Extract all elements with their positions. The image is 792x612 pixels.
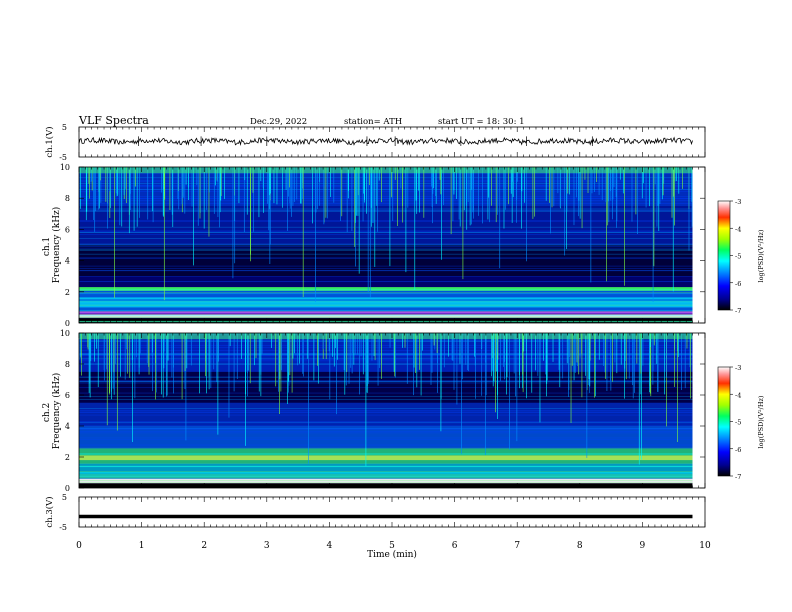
frequency-band: [79, 478, 693, 484]
y-tick-label: 10: [60, 329, 70, 338]
colorbar-tick-label: -7: [735, 307, 741, 315]
ch3-waveform-panel: 5 -5 ch.3(V): [44, 493, 706, 532]
colorbar-tick-label: -4: [735, 391, 741, 399]
ch1-colorbar-label: log(PSD)(V²/Hz): [757, 229, 765, 282]
ch3-ytick-top: 5: [62, 493, 67, 502]
ch1-spectrogram-ytick-labels: 0 2 4 6 8 10: [60, 163, 70, 328]
colorbar-tick-label: -6: [735, 280, 741, 288]
colorbar-tick-label: -4: [735, 225, 741, 233]
frequency-band: [79, 426, 693, 448]
ch1-spectrogram-image: [79, 167, 705, 323]
colorbar-tick-label: -5: [735, 419, 741, 427]
frequency-band: [79, 311, 693, 314]
ch1-waveform-panel: 5 -5 ch.1(V): [44, 123, 706, 162]
y-tick-label: 6: [65, 225, 70, 234]
x-tick-label: 4: [327, 541, 333, 551]
x-tick-label: 1: [139, 541, 145, 551]
ch2-spectrogram-ylabel-line2: Frequency (kHz): [51, 373, 62, 450]
y-tick-label: 8: [65, 194, 70, 203]
ch3-ytick-bottom: -5: [59, 523, 67, 532]
ch2-spectrogram-panel: 0 2 4 6 8 10 ch.2 Frequency (kHz): [42, 329, 706, 493]
date-label: Dec.29, 2022: [250, 117, 307, 127]
figure-title: VLF Spectra: [78, 114, 149, 127]
ch2-spectrogram-ylabel-line1: ch.2: [42, 403, 52, 422]
x-tick-label: 9: [640, 541, 646, 551]
y-tick-label: 6: [65, 391, 70, 400]
colorbar-tick-label: -3: [735, 364, 741, 372]
ch1-colorbar-gradient: [717, 200, 731, 311]
frequency-band: [79, 455, 693, 461]
x-tick-label: 5: [389, 541, 395, 551]
ch2-colorbar: -3 -4 -5 -6 -7 log(PSD)(V²/Hz): [717, 364, 765, 481]
station-label: station= ATH: [344, 117, 402, 127]
colorbar-tick-label: -7: [735, 473, 741, 481]
x-axis-tick-labels: 0 1 2 3 4 5 6 7 8 9 10: [76, 541, 711, 551]
ch2-colorbar-label: log(PSD)(V²/Hz): [757, 395, 765, 448]
x-tick-label: 8: [577, 541, 583, 551]
x-axis-label: Time (min): [367, 549, 417, 560]
x-tick-label: 3: [264, 541, 270, 551]
frequency-band: [79, 371, 693, 403]
top-band: [79, 333, 693, 340]
top-band: [79, 167, 693, 174]
y-tick-label: 10: [60, 163, 70, 172]
ch1-spectrogram-panel: 0 2 4 6 8 10 ch.1 Frequency (kHz): [42, 163, 706, 328]
ch1-spectrogram-ylabel-line1: ch.1: [42, 237, 52, 256]
ch1-colorbar-ticks: -3 -4 -5 -6 -7: [730, 198, 741, 315]
colorbar-tick-label: -3: [735, 198, 741, 206]
x-tick-label: 7: [514, 541, 520, 551]
y-tick-label: 0: [65, 319, 70, 328]
y-tick-label: 4: [65, 422, 70, 431]
ch3-waveform-ylabel: ch.3(V): [44, 496, 55, 527]
y-tick-label: 0: [65, 484, 70, 493]
ch2-spectrogram-image: [79, 333, 705, 488]
ch2-spectrogram-ticks: [78, 332, 706, 489]
colorbar-tick-label: -6: [735, 446, 741, 454]
ch1-waveform-line: [78, 136, 693, 146]
y-tick-label: 4: [65, 257, 70, 266]
ch1-waveform-ylabel: ch.1(V): [44, 126, 55, 157]
y-tick-label: 8: [65, 360, 70, 369]
ch1-spectrogram-ticks: [78, 166, 706, 324]
ch1-ytick-top: 5: [62, 123, 67, 132]
ch2-colorbar-gradient: [717, 366, 731, 477]
ch1-spectrogram-ylabel-line2: Frequency (kHz): [51, 207, 62, 284]
x-tick-label: 6: [452, 541, 458, 551]
ch1-waveform-ticks: [78, 127, 706, 157]
x-tick-label: 10: [699, 541, 711, 551]
ch2-spectrogram-ytick-labels: 0 2 4 6 8 10: [60, 329, 70, 493]
ch2-colorbar-ticks: -3 -4 -5 -6 -7: [730, 364, 741, 481]
ch3-waveform-ticks: [78, 497, 706, 527]
ch2-spectrogram-ylabel: ch.2 Frequency (kHz): [42, 373, 62, 450]
frequency-band: [79, 287, 693, 291]
x-tick-label: 0: [76, 541, 82, 551]
ch1-ytick-bottom: -5: [59, 153, 67, 162]
ch1-spectrogram-ylabel: ch.1 Frequency (kHz): [42, 207, 62, 284]
x-tick-label: 2: [201, 541, 207, 551]
ch1-colorbar: -3 -4 -5 -6 -7 log(PSD)(V²/Hz): [717, 198, 765, 315]
frequency-band: [79, 301, 693, 308]
colorbar-tick-label: -5: [735, 253, 741, 261]
y-tick-label: 2: [65, 453, 70, 462]
y-tick-label: 2: [65, 288, 70, 297]
start-time-label: start UT = 18: 30: 1: [438, 117, 525, 127]
